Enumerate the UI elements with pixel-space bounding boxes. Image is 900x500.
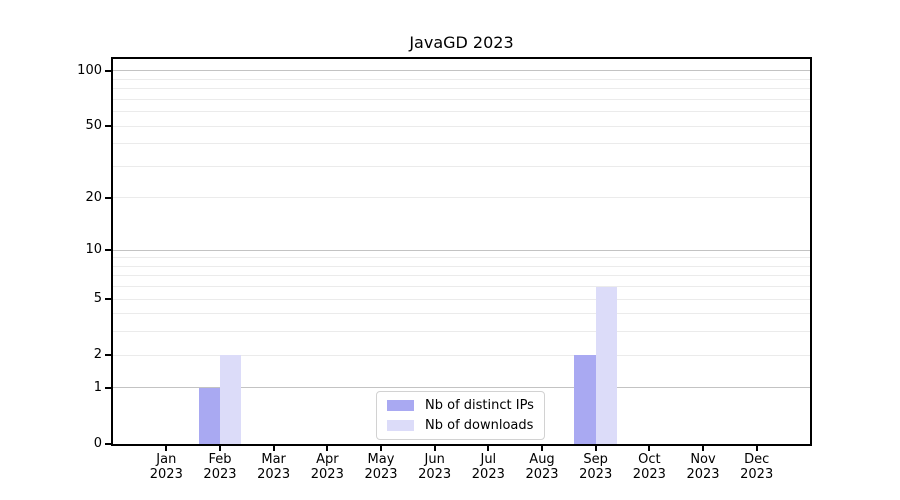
gridline-minor	[113, 78, 810, 80]
x-tick-year: 2023	[471, 467, 505, 482]
gridline-minor	[113, 125, 810, 127]
x-tick-mark	[755, 446, 758, 451]
y-tick-label: 0	[93, 436, 102, 451]
gridline-minor	[113, 265, 810, 267]
gridline-minor	[113, 143, 810, 145]
gridline-minor	[113, 88, 810, 90]
x-tick-label: Nov 2023	[671, 452, 735, 482]
y-tick-mark	[105, 298, 111, 301]
gridline-minor	[113, 257, 810, 259]
x-tick-year: 2023	[310, 467, 344, 482]
y-tick-mark	[105, 386, 111, 389]
gridline-major	[113, 249, 810, 251]
gridline-minor	[113, 286, 810, 288]
gridline-minor	[113, 197, 810, 199]
gridline-major	[113, 387, 810, 389]
chart-title: JavaGD 2023	[409, 33, 514, 52]
x-tick-mark	[487, 446, 490, 451]
x-tick-label: Oct 2023	[617, 452, 681, 482]
legend-swatch	[387, 420, 414, 431]
y-tick-mark	[105, 196, 111, 199]
y-tick-label: 50	[85, 118, 102, 134]
x-tick-month: Nov	[690, 452, 716, 467]
bar-nb-of-downloads	[595, 286, 617, 444]
gridline-minor	[113, 298, 810, 300]
x-tick-mark	[648, 446, 651, 451]
x-tick-month: May	[367, 452, 395, 467]
x-tick-month: Jun	[424, 452, 445, 467]
gridline-minor	[113, 313, 810, 315]
x-tick-mark	[379, 446, 382, 451]
x-tick-label: Jun 2023	[403, 452, 467, 482]
gridline-minor	[113, 98, 810, 100]
legend: Nb of distinct IPs Nb of downloads	[376, 391, 545, 440]
x-tick-month: Jul	[480, 452, 497, 467]
x-tick-year: 2023	[525, 467, 559, 482]
x-tick-month: Mar	[261, 452, 286, 467]
legend-row: Nb of downloads	[387, 418, 534, 433]
gridline-minor	[113, 331, 810, 333]
y-tick-label: 100	[77, 62, 102, 78]
legend-swatch	[387, 400, 414, 411]
bar-nb-of-distinct-ips	[198, 387, 220, 444]
y-tick-mark	[105, 354, 111, 357]
y-tick-mark	[105, 69, 111, 72]
bar-nb-of-downloads	[219, 355, 242, 444]
x-tick-year: 2023	[203, 467, 237, 482]
x-tick-label: Jan 2023	[134, 452, 198, 482]
bar-nb-of-distinct-ips	[574, 355, 596, 444]
x-tick-mark	[541, 446, 543, 451]
x-tick-label: Jul 2023	[456, 452, 520, 482]
gridline-minor	[113, 165, 810, 167]
y-tick-mark	[105, 249, 111, 252]
x-tick-label: Apr 2023	[295, 452, 359, 482]
x-tick-year: 2023	[364, 467, 398, 482]
gridline-minor	[113, 111, 810, 113]
y-tick-mark	[105, 443, 111, 445]
legend-label: Nb of downloads	[425, 418, 534, 433]
gridline-major	[113, 70, 810, 72]
x-tick-label: Mar 2023	[242, 452, 306, 482]
x-tick-year: 2023	[740, 467, 774, 482]
x-tick-month: Dec	[744, 452, 770, 467]
x-tick-mark	[165, 446, 168, 451]
x-tick-year: 2023	[579, 467, 613, 482]
x-tick-mark	[218, 446, 221, 451]
gridline-minor	[113, 275, 810, 277]
x-tick-year: 2023	[418, 467, 452, 482]
x-tick-mark	[272, 446, 275, 451]
x-tick-mark	[326, 446, 329, 451]
y-tick-label: 1	[93, 379, 102, 395]
x-tick-month: Jan	[156, 452, 177, 467]
y-tick-label: 10	[85, 242, 102, 258]
x-tick-year: 2023	[632, 467, 666, 482]
x-tick-label: Sep 2023	[564, 452, 628, 482]
legend-row: Nb of distinct IPs	[387, 398, 534, 413]
y-tick-label: 20	[85, 189, 102, 205]
x-tick-year: 2023	[257, 467, 291, 482]
legend-label: Nb of distinct IPs	[425, 398, 534, 413]
y-tick-label: 5	[93, 291, 102, 307]
x-tick-year: 2023	[686, 467, 720, 482]
y-tick-mark	[105, 125, 111, 128]
x-tick-month: Aug	[529, 452, 555, 467]
x-tick-month: Oct	[638, 452, 661, 467]
x-tick-label: Aug 2023	[510, 452, 574, 482]
plot-area: Nb of distinct IPs Nb of downloads	[111, 57, 812, 446]
x-tick-month: Sep	[583, 452, 608, 467]
x-tick-label: May 2023	[349, 452, 413, 482]
x-tick-label: Dec 2023	[725, 452, 789, 482]
x-tick-month: Apr	[316, 452, 339, 467]
gridline-minor	[113, 354, 810, 356]
x-tick-mark	[594, 446, 597, 451]
y-tick-label: 2	[93, 347, 102, 363]
x-tick-year: 2023	[149, 467, 183, 482]
x-tick-month: Feb	[208, 452, 232, 467]
x-tick-label: Feb 2023	[188, 452, 252, 482]
x-tick-mark	[702, 446, 705, 451]
x-tick-mark	[433, 446, 436, 451]
